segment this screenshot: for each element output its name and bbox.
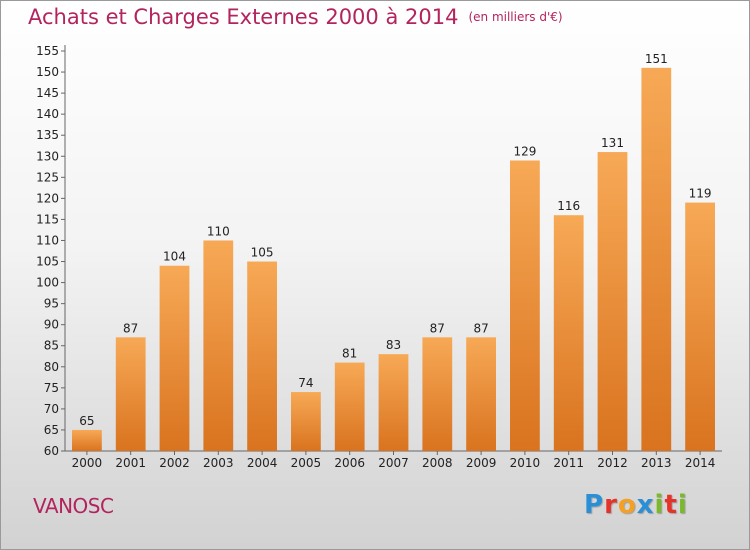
x-tick-label-2014: 2014 [685,456,716,470]
chart-title-text: Achats et Charges Externes 2000 à 2014 [28,5,459,29]
logo-letter: P [584,490,605,520]
y-tick-label: 100 [36,276,59,290]
y-tick-label: 90 [44,318,59,332]
x-axis: 2000 2001 2002 2003 2004 2005 2006 2007 2008 2009… [65,450,722,470]
x-tick-label-2008: 2008 [422,456,453,470]
bar-2004 [247,261,277,451]
value-label-2013: 151 [645,52,668,66]
bar-2006 [334,362,365,451]
bar-2000 [72,429,102,451]
bar-2012 [597,152,628,452]
x-tick-label-2009: 2009 [466,456,497,470]
y-tick-label: 60 [44,444,59,458]
bar-2003 [203,240,234,451]
logo-letter: o [617,490,637,520]
value-label-2008: 87 [430,321,445,335]
value-label-2004: 105 [251,246,274,260]
y-tick-label: 120 [36,191,59,205]
x-tick-label-2001: 2001 [115,456,146,470]
x-tick-label-2003: 2003 [203,456,234,470]
proxiti-logo[interactable]: Proxiti [584,490,688,520]
x-tick-label-2010: 2010 [510,456,541,470]
y-tick-label: 135 [36,128,59,142]
x-tick-label-2004: 2004 [247,456,278,470]
bar-2005 [291,392,321,451]
y-tick-label: 110 [36,233,59,247]
y-tick-label: 150 [36,65,59,79]
bar-2014 [685,202,715,451]
y-tick-label: 95 [44,297,59,311]
value-label-2005: 74 [298,376,313,390]
value-label-2001: 87 [123,321,138,335]
x-tick-label-2002: 2002 [159,456,190,470]
value-label-2003: 110 [207,224,230,238]
commune-name: VANOSC [33,494,114,518]
value-label-2006: 81 [342,347,357,361]
value-label-2002: 104 [163,250,186,264]
value-label-2009: 87 [473,321,488,335]
y-tick-label: 140 [36,107,59,121]
x-tick-label-2012: 2012 [597,456,628,470]
bar-2002 [159,265,190,451]
y-tick-label: 130 [36,149,59,163]
bar-2001 [115,337,146,451]
x-tick-label-2000: 2000 [72,456,103,470]
bar-2009 [466,337,496,451]
y-tick-label: 125 [36,170,59,184]
chart-unit: (en milliers d'€) [468,10,563,24]
x-tick-label-2006: 2006 [334,456,365,470]
y-tick-label: 155 [36,44,59,58]
y-tick-label: 65 [44,423,59,437]
bar-2013 [641,67,672,451]
logo-letter: x [636,490,655,520]
y-tick-label: 105 [36,255,59,269]
value-label-2012: 131 [601,136,624,150]
y-tick-label: 80 [44,360,59,374]
x-tick-label-2005: 2005 [291,456,322,470]
value-label-2011: 116 [557,199,580,213]
y-axis: 60 65 70 75 80 85 90 95 100 105 110 115 120 125 130 135… [36,44,66,458]
logo-letter: i [677,490,688,520]
logo-letter: t [664,490,678,520]
y-tick-label: 145 [36,86,59,100]
bar-2007 [378,354,409,451]
bar-2008 [422,337,453,451]
y-tick-label: 75 [44,381,59,395]
x-tick-label-2007: 2007 [378,456,409,470]
bar-2010 [510,160,540,451]
value-label-2000: 65 [79,414,94,428]
value-labels: 65 87 104 110 105 74 81 83 87 87 129 116 131 151 119 [79,52,711,428]
y-tick-label: 85 [44,339,59,353]
x-tick-label-2013: 2013 [641,456,672,470]
logo-letter: i [654,490,665,520]
x-tick-label-2011: 2011 [553,456,584,470]
value-label-2014: 119 [689,187,712,201]
bars [72,67,715,452]
bar-2011 [553,215,584,451]
value-label-2010: 129 [513,144,536,158]
y-tick-label: 70 [44,402,59,416]
y-tick-label: 115 [36,212,59,226]
chart-title: Achats et Charges Externes 2000 à 2014 (e… [28,5,563,29]
logo-letter: r [604,490,618,520]
value-label-2007: 83 [386,338,401,352]
